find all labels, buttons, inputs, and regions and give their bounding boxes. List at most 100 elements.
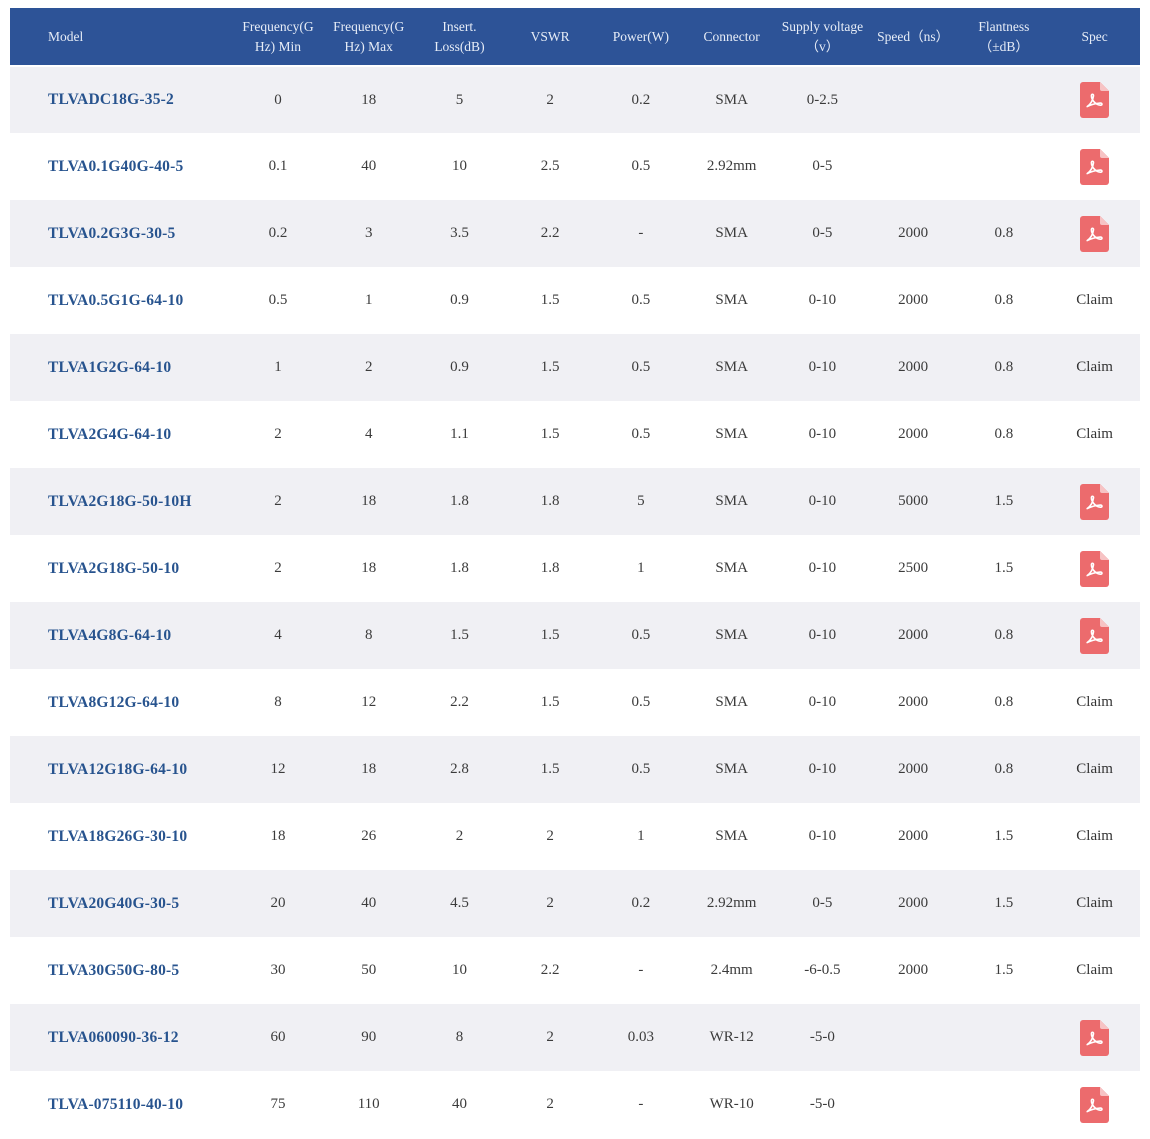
speed-cell: 2000: [898, 962, 929, 978]
table-row: TLVA0.5G1G-64-10 0.5 1 0.9 1.5 0.5 SMA 0…: [10, 267, 1140, 334]
column-header-supply-voltage: Supply voltage（v）: [777, 8, 868, 67]
claim-link[interactable]: Claim: [1076, 761, 1113, 777]
frequency-max-cell: 18: [361, 493, 377, 509]
insert-loss-cell: 8: [455, 1029, 464, 1045]
flatness-cell: 0.8: [994, 627, 1014, 643]
connector-cell: SMA: [715, 560, 748, 576]
frequency-min-cell: 12: [270, 761, 286, 777]
speed-cell: 2000: [898, 225, 929, 241]
pdf-icon[interactable]: [1080, 148, 1110, 185]
model-cell: TLVA0.5G1G-64-10: [10, 267, 233, 334]
supply-voltage-cell: 0-5: [812, 895, 833, 911]
speed-cell: [868, 133, 959, 200]
model-cell: TLVA060090-36-12: [10, 1004, 233, 1071]
speed-cell: 2000: [898, 627, 929, 643]
supply-voltage-cell: 0-10: [808, 426, 837, 442]
claim-link[interactable]: Claim: [1076, 359, 1113, 375]
flatness-cell: 0.8: [994, 225, 1014, 241]
frequency-min-cell: 30: [270, 962, 286, 978]
flatness-cell: 1.5: [994, 828, 1014, 844]
claim-link[interactable]: Claim: [1076, 962, 1113, 978]
frequency-max-cell: 18: [361, 560, 377, 576]
model-cell: TLVA2G18G-50-10: [10, 535, 233, 602]
supply-voltage-cell: -5-0: [809, 1029, 835, 1045]
model-link[interactable]: TLVA0.5G1G-64-10: [48, 291, 184, 309]
model-link[interactable]: TLVA2G4G-64-10: [48, 425, 172, 443]
supply-voltage-cell: 0-10: [808, 694, 837, 710]
claim-link[interactable]: Claim: [1076, 694, 1113, 710]
spec-cell: Claim: [1049, 669, 1140, 736]
pdf-icon[interactable]: [1080, 483, 1110, 520]
speed-cell: 2000: [898, 359, 929, 375]
table-row: TLVA1G2G-64-10 1 2 0.9 1.5 0.5 SMA 0-10 …: [10, 334, 1140, 401]
power-cell: 0.5: [631, 426, 651, 442]
model-link[interactable]: TLVA12G18G-64-10: [48, 760, 188, 778]
flatness-cell: 0.8: [994, 292, 1014, 308]
flatness-cell: [958, 1071, 1049, 1138]
model-link[interactable]: TLVA-075110-40-10: [48, 1095, 184, 1113]
insert-loss-cell: 2: [455, 828, 464, 844]
model-link[interactable]: TLVA0.1G40G-40-5: [48, 157, 184, 175]
column-header-insert-loss: Insert. Loss(dB): [414, 8, 505, 67]
model-link[interactable]: TLVA8G12G-64-10: [48, 693, 180, 711]
insert-loss-cell: 1.1: [450, 426, 469, 442]
model-link[interactable]: TLVA1G2G-64-10: [48, 358, 172, 376]
pdf-icon[interactable]: [1080, 1019, 1110, 1056]
connector-cell: SMA: [715, 493, 748, 509]
table-row: TLVA-075110-40-10 75 110 40 2 - WR-10 -5…: [10, 1071, 1140, 1138]
connector-cell: SMA: [715, 627, 748, 643]
claim-link[interactable]: Claim: [1076, 292, 1113, 308]
table-row: TLVA060090-36-12 60 90 8 2 0.03 WR-12 -5…: [10, 1004, 1140, 1071]
model-cell: TLVA8G12G-64-10: [10, 669, 233, 736]
power-cell: -: [638, 1096, 644, 1112]
claim-link[interactable]: Claim: [1076, 426, 1113, 442]
pdf-icon[interactable]: [1080, 1086, 1110, 1123]
power-cell: 1: [637, 560, 645, 576]
pdf-icon[interactable]: [1080, 82, 1110, 118]
power-cell: 0.5: [631, 292, 651, 308]
power-cell: 0.2: [631, 91, 651, 108]
insert-loss-cell: 2.2: [450, 694, 469, 710]
pdf-icon[interactable]: [1080, 617, 1110, 654]
model-cell: TLVA20G40G-30-5: [10, 870, 233, 937]
supply-voltage-cell: 0-5: [812, 225, 833, 241]
supply-voltage-cell: 0-10: [808, 292, 837, 308]
model-cell: TLVA2G18G-50-10H: [10, 468, 233, 535]
vswr-cell: 2: [546, 828, 554, 844]
model-link[interactable]: TLVA2G18G-50-10H: [48, 492, 192, 510]
model-link[interactable]: TLVA18G26G-30-10: [48, 827, 188, 845]
model-link[interactable]: TLVA20G40G-30-5: [48, 894, 180, 912]
speed-cell: 2000: [898, 828, 929, 844]
model-link[interactable]: TLVA0.2G3G-30-5: [48, 224, 176, 242]
power-cell: 1: [637, 828, 645, 844]
connector-cell: WR-10: [709, 1096, 754, 1112]
claim-link[interactable]: Claim: [1076, 895, 1113, 911]
model-cell: TLVA18G26G-30-10: [10, 803, 233, 870]
model-link[interactable]: TLVADC18G-35-2: [48, 91, 174, 108]
speed-cell: 2000: [898, 426, 929, 442]
power-cell: 0.03: [627, 1029, 655, 1045]
pdf-icon[interactable]: [1080, 550, 1110, 587]
insert-loss-cell: 4.5: [450, 895, 469, 911]
model-link[interactable]: TLVA4G8G-64-10: [48, 626, 172, 644]
spec-cell: Claim: [1049, 334, 1140, 401]
flatness-cell: 0.8: [994, 761, 1014, 777]
vswr-cell: 2.2: [540, 225, 560, 241]
frequency-min-cell: 2: [274, 426, 282, 442]
spec-cell: Claim: [1049, 937, 1140, 1004]
model-link[interactable]: TLVA2G18G-50-10: [48, 559, 180, 577]
table-row: TLVA20G40G-30-5 20 40 4.5 2 0.2 2.92mm 0…: [10, 870, 1140, 937]
claim-link[interactable]: Claim: [1076, 828, 1113, 844]
model-cell: TLVA2G4G-64-10: [10, 401, 233, 468]
flatness-cell: [958, 133, 1049, 200]
speed-cell: 2000: [898, 694, 929, 710]
frequency-min-cell: 0.5: [268, 292, 288, 308]
spec-cell: [1049, 200, 1140, 267]
vswr-cell: 1.8: [540, 560, 560, 576]
vswr-cell: 2: [546, 1029, 554, 1045]
model-link[interactable]: TLVA30G50G-80-5: [48, 961, 180, 979]
frequency-max-cell: 26: [361, 828, 377, 844]
pdf-icon[interactable]: [1080, 215, 1110, 252]
model-link[interactable]: TLVA060090-36-12: [48, 1028, 179, 1046]
spec-cell: [1049, 602, 1140, 669]
